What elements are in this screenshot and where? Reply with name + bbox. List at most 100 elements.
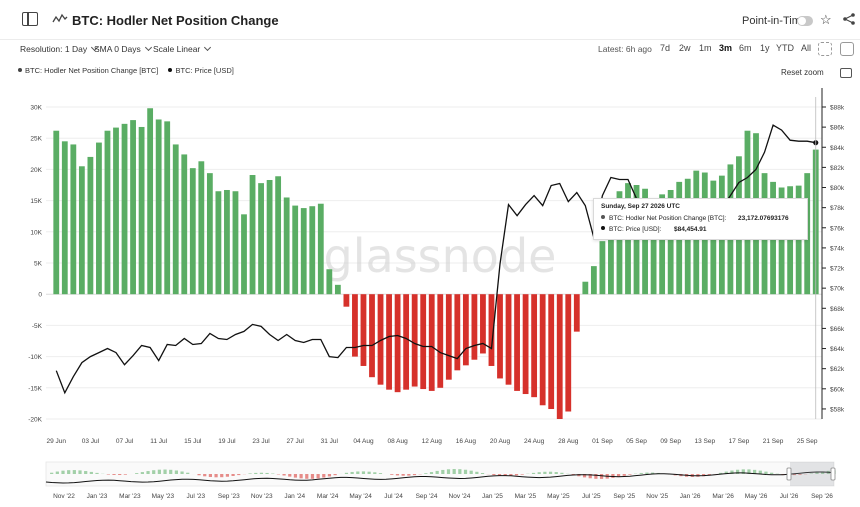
navigator-chart[interactable]: Nov '22 Jan '23 Mar '23 May '23 Jul '23 Sep '… (0, 460, 860, 505)
x-tick-label: 05 Sep (626, 438, 647, 445)
navigator-bar (350, 471, 354, 474)
x-tick-label: 20 Aug (490, 438, 511, 445)
calendar-icon[interactable] (840, 42, 854, 56)
axis-layer: -20K -15K -10K -5K 0 5K 10K 15K 20K 25K 30K $58k $60… (28, 88, 845, 445)
bar (215, 191, 222, 295)
navigator-tick-label: Jan '23 (87, 493, 108, 500)
bar (548, 294, 555, 410)
navigator-bar (753, 469, 757, 474)
navigator-bar (520, 474, 524, 475)
tooltip-dot-hodler (601, 215, 605, 219)
navigator-bar (378, 473, 383, 474)
navigator-bar (611, 474, 615, 478)
range-all-button[interactable]: All (801, 43, 812, 53)
navigator-bar (469, 470, 473, 474)
main-chart[interactable]: glassnode -20K -15K -10K -5K 0 5K 10K 15K 20K 25K… (0, 80, 860, 450)
share-icon[interactable] (842, 12, 856, 26)
bar (480, 294, 486, 354)
navigator-tick-label: Jul '24 (384, 493, 403, 500)
navigator-bar (560, 472, 564, 474)
navigator-bar (78, 470, 82, 474)
navigator-tick-label: Jan '25 (482, 493, 503, 500)
x-tick-label: 13 Sep (694, 438, 715, 445)
range-7d-button[interactable]: 7d (660, 43, 671, 53)
navigator-bar (616, 474, 621, 477)
bar (616, 191, 623, 295)
right-tick-label: $78k (830, 205, 845, 212)
bar (522, 294, 529, 395)
navigator-bar (770, 472, 774, 474)
bar (462, 294, 469, 366)
right-tick-label: $80k (830, 185, 845, 192)
x-tick-label: 25 Sep (797, 438, 818, 445)
range-6m-button[interactable]: 6m (739, 43, 752, 53)
range-1y-button[interactable]: 1y (760, 43, 770, 53)
star-icon[interactable]: ☆ (820, 12, 832, 27)
bar (590, 266, 597, 295)
bar (266, 180, 273, 295)
navigator-tick-label: Mar '25 (515, 493, 537, 500)
navigator-bar (186, 472, 190, 474)
bar (488, 294, 495, 366)
navigator-price-line (45, 471, 835, 484)
navigator-bar (322, 474, 326, 478)
navigator-tick-label: Sep '25 (613, 493, 635, 500)
right-tick-label: $74k (830, 245, 845, 252)
chart-title: BTC: Hodler Net Position Change (72, 13, 279, 28)
camera-icon[interactable] (840, 68, 852, 78)
bar (642, 188, 648, 295)
x-tick-label: 19 Jul (218, 438, 236, 445)
bar (96, 142, 102, 295)
bar (283, 197, 290, 295)
right-tick-label: $72k (830, 266, 845, 273)
bar (181, 154, 188, 295)
tooltip-label-price: BTC: Price [USD]: (609, 226, 662, 233)
bar (377, 294, 384, 385)
bar (189, 168, 196, 295)
navigator-bar (344, 472, 349, 474)
point-in-time-toggle[interactable] (797, 16, 813, 26)
bar (352, 294, 358, 357)
bar (386, 294, 392, 390)
navigator-bar (764, 471, 768, 474)
watermark: glassnode (324, 229, 557, 283)
resolution-dropdown[interactable]: Resolution: 1 Day (20, 43, 99, 54)
legend-item-hodler[interactable]: BTC: Hodler Net Position Change [BTC] (18, 66, 158, 75)
bar (334, 284, 341, 295)
reset-zoom-button[interactable]: Reset zoom (781, 68, 824, 77)
bar (121, 123, 128, 295)
navigator-bar (401, 474, 405, 476)
navigator-tick-label: Sep '23 (218, 493, 240, 500)
navigator-bar (299, 474, 303, 479)
x-tick-label: 16 Aug (456, 438, 477, 445)
navigator-bar (237, 474, 241, 476)
right-tick-label: $76k (830, 225, 845, 232)
sidebar-toggle-icon[interactable] (22, 12, 38, 26)
bar (787, 186, 794, 295)
bar (531, 294, 538, 398)
range-ytd-button[interactable]: YTD (776, 43, 794, 53)
legend-item-price[interactable]: BTC: Price [USD] (168, 66, 234, 75)
sma-dropdown[interactable]: SMA 0 Days (94, 43, 152, 54)
bar (78, 166, 85, 295)
x-tick-label: 17 Sep (729, 438, 750, 445)
controls-bar: Resolution: 1 Day SMA 0 Days Scale Linea… (0, 40, 860, 62)
navigator-tick-label: Nov '24 (449, 493, 471, 500)
scale-dropdown[interactable]: Scale Linear (153, 43, 212, 54)
range-2w-button[interactable]: 2w (679, 43, 691, 53)
range-3m-button[interactable]: 3m (719, 43, 733, 53)
range-1m-button[interactable]: 1m (699, 43, 712, 53)
bar (565, 294, 572, 412)
navigator-bar (373, 472, 377, 474)
navigator-bar (452, 469, 456, 474)
left-tick-label: 20K (30, 167, 42, 174)
navigator-bar (395, 474, 400, 476)
navigator-bar (719, 472, 723, 474)
x-tick-label: 08 Aug (387, 438, 408, 445)
navigator-bar (809, 473, 813, 474)
legend-label-hodler: BTC: Hodler Net Position Change [BTC] (25, 66, 159, 75)
line-chart-icon (52, 13, 68, 23)
x-tick-label: 12 Aug (422, 438, 443, 445)
navigator-bar (707, 474, 711, 476)
custom-range-icon[interactable] (818, 42, 832, 56)
